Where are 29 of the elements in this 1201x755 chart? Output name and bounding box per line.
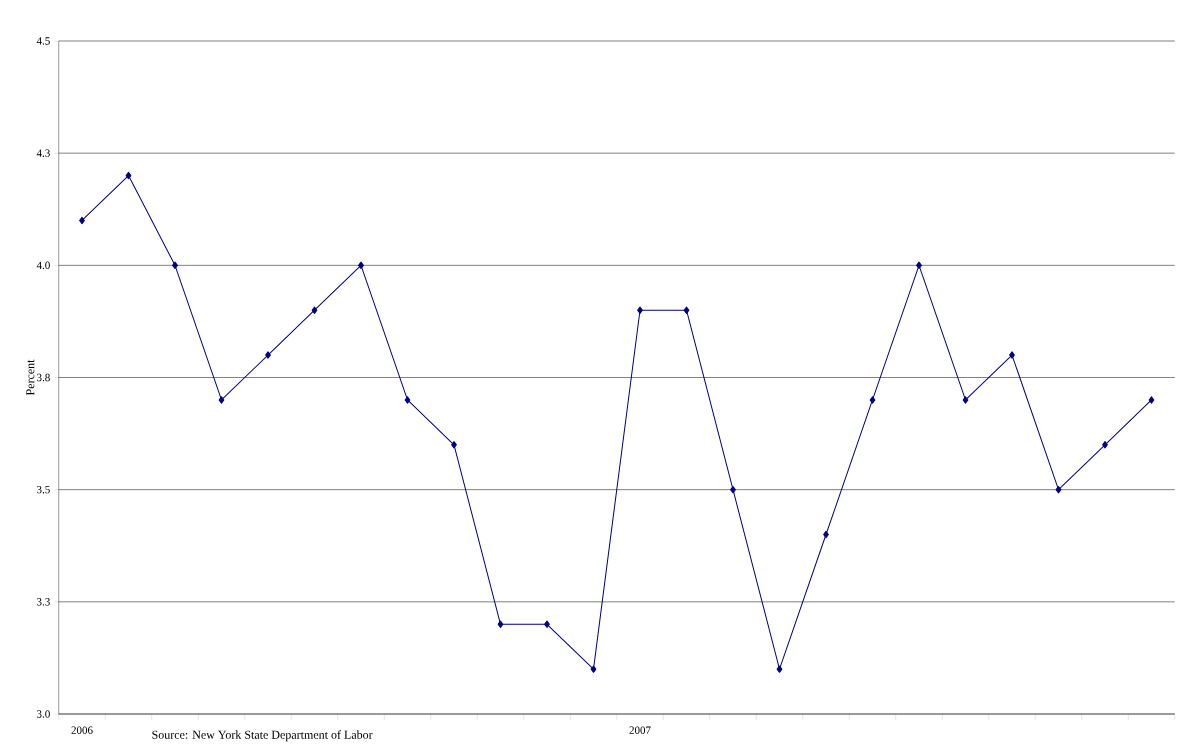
y-tick-label: 3.3 — [37, 598, 50, 606]
y-tick-label: 3.8 — [37, 373, 50, 382]
y-tick-label: 4.3 — [36, 149, 50, 157]
point — [962, 396, 969, 404]
point — [637, 306, 643, 314]
point — [683, 306, 690, 314]
point — [497, 620, 504, 628]
y-axis-title: Percent — [26, 359, 35, 396]
y-tick-label: 3.0 — [37, 710, 50, 718]
x-tick-label: 2006 — [71, 726, 93, 734]
point — [218, 396, 225, 404]
point — [451, 441, 457, 449]
y-tick-label: 4.5 — [36, 37, 50, 45]
source-note: Source: New York State Department of Labor — [152, 730, 373, 742]
point — [544, 620, 550, 628]
y-tick-label: 3.5 — [37, 485, 50, 494]
point — [1055, 485, 1062, 494]
point — [869, 396, 876, 404]
point — [125, 171, 132, 180]
point — [590, 665, 597, 673]
y-tick-label: 4.0 — [36, 261, 50, 270]
point — [265, 351, 271, 359]
x-tick-label: 2007 — [629, 726, 651, 734]
point — [1102, 441, 1108, 449]
point — [1148, 396, 1155, 404]
point — [311, 306, 318, 314]
point — [404, 396, 411, 404]
point — [776, 665, 783, 673]
point — [1009, 351, 1015, 359]
